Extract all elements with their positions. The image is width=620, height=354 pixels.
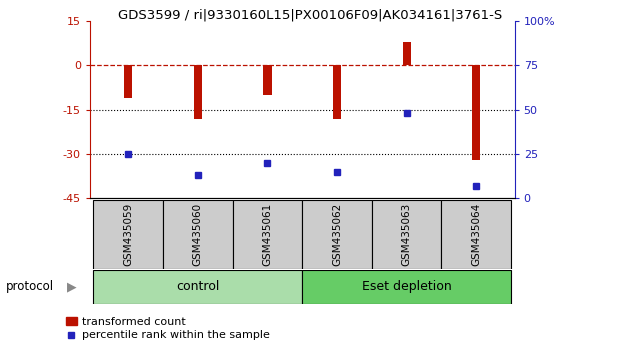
Bar [441,200,511,269]
Text: GSM435059: GSM435059 [123,203,133,266]
Bar [94,200,163,269]
Bar [472,65,480,160]
Text: GSM435060: GSM435060 [193,203,203,266]
Text: Eset depletion: Eset depletion [362,280,451,293]
Text: GSM435062: GSM435062 [332,203,342,266]
Bar [333,65,341,119]
Text: ▶: ▶ [66,280,76,293]
Bar [303,270,511,304]
Bar [372,200,441,269]
Bar [402,42,411,65]
Text: control: control [176,280,219,293]
Text: GSM435061: GSM435061 [262,203,272,266]
Bar [193,65,202,119]
Text: GSM435063: GSM435063 [402,203,412,266]
Text: GDS3599 / ri|9330160L15|PX00106F09|AK034161|3761-S: GDS3599 / ri|9330160L15|PX00106F09|AK034… [118,9,502,22]
Bar [232,200,303,269]
Bar [264,65,272,95]
Bar [124,65,133,98]
Text: GSM435064: GSM435064 [471,203,481,266]
Bar [303,200,372,269]
Text: protocol: protocol [6,280,55,293]
Bar [163,200,232,269]
Bar [94,270,303,304]
Legend: transformed count, percentile rank within the sample: transformed count, percentile rank withi… [61,313,275,345]
